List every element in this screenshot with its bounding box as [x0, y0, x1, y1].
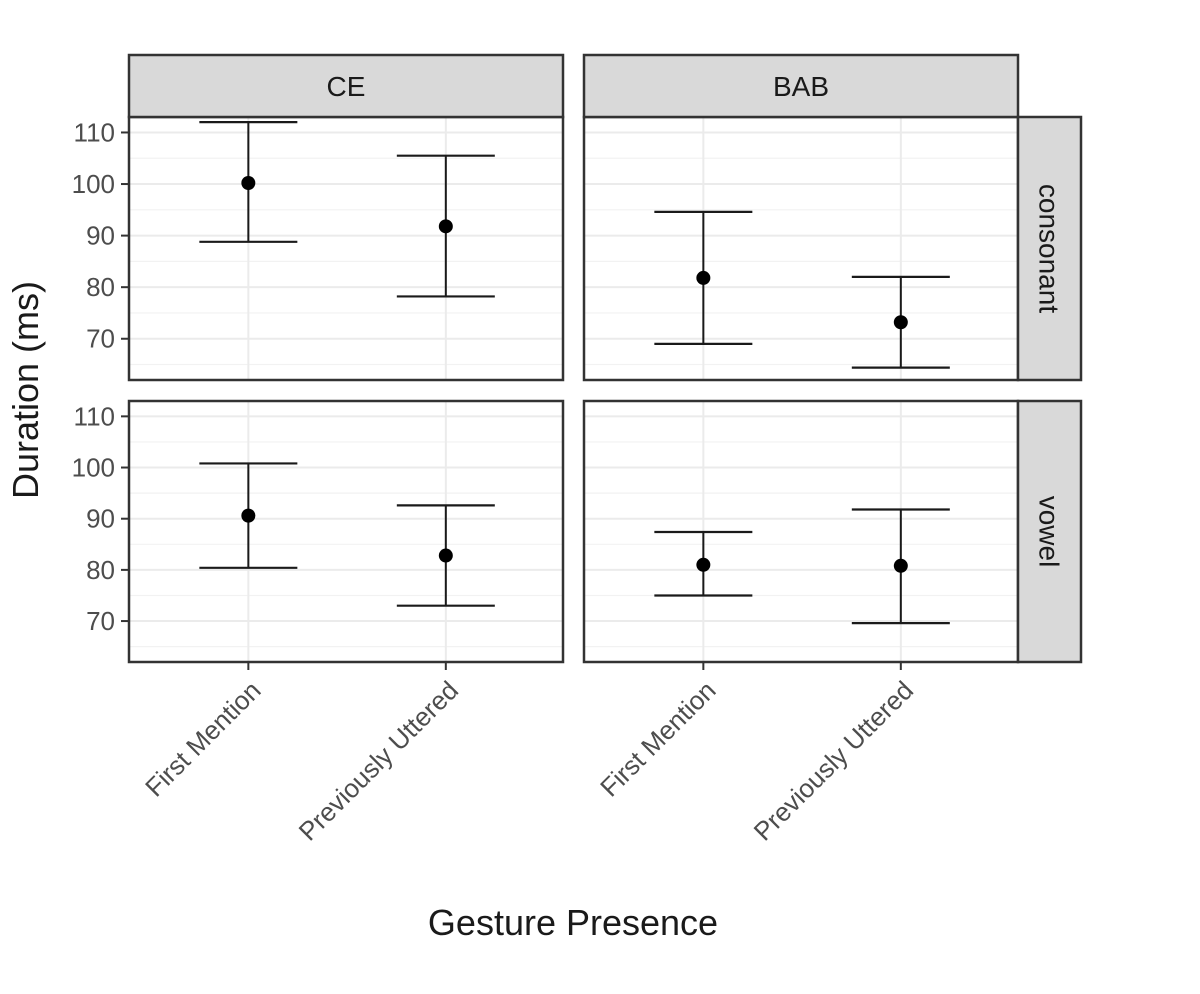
data-point-first-mention: [696, 557, 711, 572]
strip-background: [1016, 399, 1083, 664]
panel-background: [129, 117, 563, 380]
data-point-previously-uttered: [438, 219, 453, 234]
data-point-first-mention: [696, 270, 711, 285]
panel-background: [584, 117, 1018, 380]
panel-bab-consonant: [582, 115, 1020, 382]
y-tick-label: 100: [72, 169, 115, 199]
errorbar-previously-uttered: [396, 154, 495, 298]
panel-background: [129, 401, 563, 662]
errorbar-first-mention: [654, 210, 753, 346]
facet-strips: CE BAB consonant vowel: [127, 53, 1083, 664]
panels-layer: [127, 115, 1020, 664]
strip-label: consonant: [1034, 184, 1065, 313]
panel-border: [127, 399, 565, 664]
data-point-first-mention: [241, 508, 256, 523]
y-tick-label: 80: [86, 272, 115, 302]
x-axis-title: Gesture Presence: [428, 902, 718, 943]
errorbar-first-mention: [654, 530, 753, 597]
strip-consonant: consonant: [1016, 115, 1083, 382]
x-tick-label: First Mention: [139, 675, 266, 802]
errorbar-first-mention: [199, 121, 298, 243]
panel-ce-consonant: [127, 115, 565, 382]
y-axis-title: Duration (ms): [5, 281, 46, 499]
panel-ce-vowel: [127, 399, 565, 664]
x-tick-label: Previously Uttered: [748, 675, 919, 846]
errorbar-first-mention: [199, 462, 298, 569]
strip-label: CE: [327, 71, 366, 102]
data-point-previously-uttered: [438, 548, 453, 563]
strip-bab: BAB: [582, 53, 1020, 119]
y-tick-label: 100: [72, 453, 115, 483]
y-tick-label: 110: [74, 117, 115, 147]
panel-background: [584, 401, 1018, 662]
strip-background: [1016, 115, 1083, 382]
strip-label: vowel: [1034, 496, 1065, 568]
x-tick-label: Previously Uttered: [293, 675, 464, 846]
data-point-first-mention: [241, 176, 256, 191]
errorbar-previously-uttered: [851, 275, 950, 369]
panel-bab-vowel: [582, 399, 1020, 664]
strip-vowel: vowel: [1016, 399, 1083, 664]
x-tick-label: First Mention: [594, 675, 721, 802]
y-tick-label: 70: [86, 606, 115, 636]
errorbar-previously-uttered: [851, 508, 950, 625]
y-tick-label: 70: [86, 324, 115, 354]
y-tick-label: 90: [86, 221, 115, 251]
strip-ce: CE: [127, 53, 565, 119]
errorbar-previously-uttered: [396, 504, 495, 607]
data-point-previously-uttered: [893, 315, 908, 330]
strip-background: [127, 53, 565, 119]
strip-background: [582, 53, 1020, 119]
y-tick-label: 90: [86, 504, 115, 534]
strip-label: BAB: [773, 71, 829, 102]
y-tick-label: 80: [86, 555, 115, 585]
y-tick-label: 110: [74, 401, 115, 431]
data-point-previously-uttered: [893, 558, 908, 573]
